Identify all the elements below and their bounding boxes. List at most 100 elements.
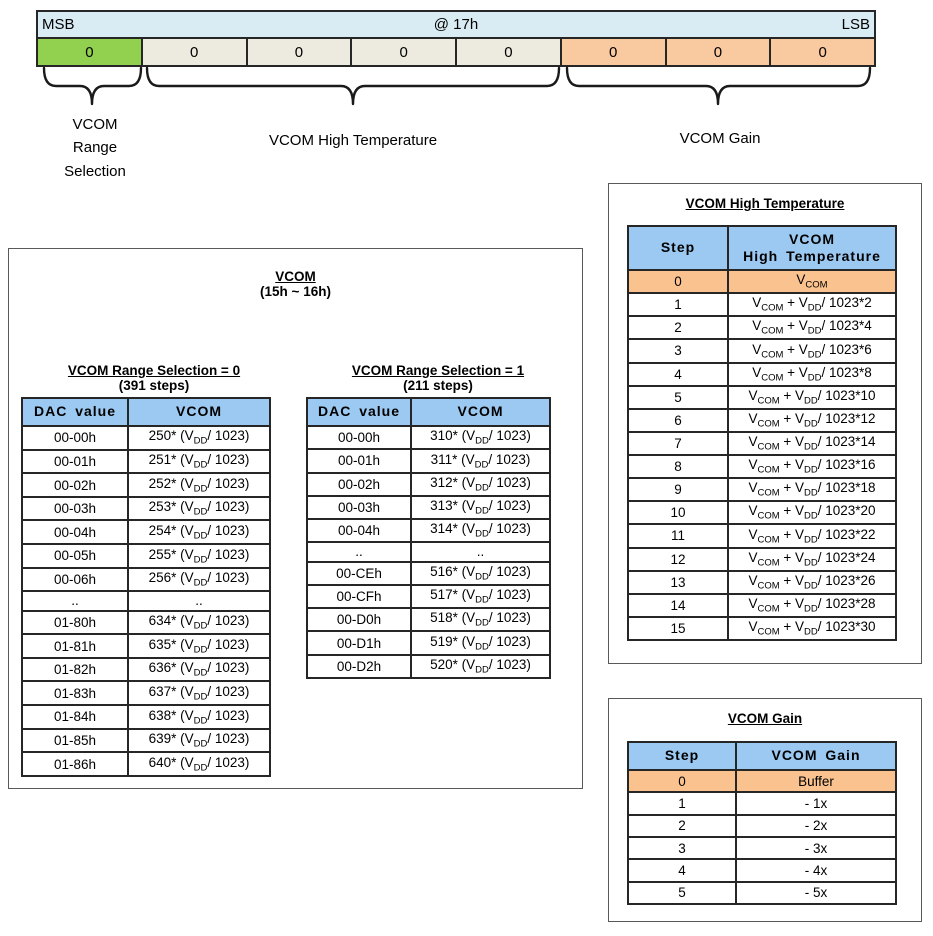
table-row: 01-84h 638* (VDD/ 1023): [21, 704, 271, 730]
header-row: DAC value VCOM: [21, 397, 271, 427]
table-row: 2 - 2x: [627, 813, 897, 838]
vcom-value-cell: 255* (VDD/ 1023): [127, 543, 271, 569]
dac-value-cell: 00-03h: [21, 495, 129, 522]
table-row: 6 VCOM + VDD/ 1023*12: [627, 407, 897, 433]
dac-value-cell: 00-01h: [21, 448, 129, 475]
vcom-panel: VCOM (15h ~ 16h) VCOM Range Selection = …: [8, 248, 583, 789]
formula-cell: VCOM + VDD/ 1023*6: [727, 338, 897, 364]
high-temperature-table: Step VCOM High Temperature 0 VCOM 1 VCOM…: [627, 225, 897, 642]
formula-cell: VCOM + VDD/ 1023*10: [727, 384, 897, 410]
table-row: 1 VCOM + VDD/ 1023*2: [627, 292, 897, 318]
gain-header: VCOM Gain: [735, 741, 897, 771]
vcom-value-cell: 250* (VDD/ 1023): [127, 425, 271, 451]
table-row: 01-83h 637* (VDD/ 1023): [21, 680, 271, 707]
table-row: 13 VCOM + VDD/ 1023*26: [627, 569, 897, 595]
range1-table: DAC value VCOM 00-00h 310* (VDD/ 1023) 0…: [306, 397, 551, 680]
vcom-value-cell: 639* (VDD/ 1023): [127, 727, 271, 754]
vcom-value-cell: 252* (VDD/ 1023): [127, 472, 271, 498]
step-cell: 6: [627, 407, 729, 433]
step-header: Step: [627, 741, 737, 771]
gain-value-cell: Buffer: [735, 768, 897, 794]
table-row: 3 VCOM + VDD/ 1023*6: [627, 338, 897, 364]
formula-cell: VCOM + VDD/ 1023*28: [727, 592, 897, 618]
table-row: 8 VCOM + VDD/ 1023*16: [627, 453, 897, 480]
vcom-value-cell: ..: [410, 541, 551, 563]
formula-cell: VCOM + VDD/ 1023*12: [727, 407, 897, 433]
step-cell: 2: [627, 315, 729, 341]
msb-label: MSB: [42, 16, 75, 33]
formula-cell: VCOM + VDD/ 1023*4: [727, 315, 897, 341]
vcom-value-cell: 518* (VDD/ 1023): [410, 607, 551, 633]
formula-cell: VCOM + VDD/ 1023*22: [727, 523, 897, 549]
table-row: 12 VCOM + VDD/ 1023*24: [627, 546, 897, 572]
table-row: 00-02h 312* (VDD/ 1023): [306, 471, 551, 497]
table-row: 11 VCOM + VDD/ 1023*22: [627, 523, 897, 549]
dac-value-cell: 01-85h: [21, 727, 129, 754]
dac-value-cell: 00-CEh: [306, 560, 412, 586]
header-row: Step VCOM High Temperature: [627, 225, 897, 271]
vcom-value-cell: 253* (VDD/ 1023): [127, 495, 271, 522]
formula-cell: VCOM + VDD/ 1023*18: [727, 477, 897, 503]
register-header: MSB @ 17h LSB: [38, 12, 874, 39]
vcom-value-cell: 254* (VDD/ 1023): [127, 519, 271, 546]
vcom-value-cell: 256* (VDD/ 1023): [127, 566, 271, 593]
table-row: 00-D2h 520* (VDD/ 1023): [306, 653, 551, 680]
table-row: 00-04h 254* (VDD/ 1023): [21, 519, 271, 546]
dac-value-cell: 01-86h: [21, 751, 129, 777]
gain-panel-title: VCOM Gain: [727, 711, 803, 726]
table-row: 00-01h 311* (VDD/ 1023): [306, 448, 551, 474]
gain-value-cell: - 3x: [735, 835, 897, 861]
formula-cell: VCOM + VDD/ 1023*16: [727, 453, 897, 480]
header-row: DAC value VCOM: [306, 397, 551, 427]
table-row: 00-04h 314* (VDD/ 1023): [306, 518, 551, 544]
step-cell: 1: [627, 791, 737, 816]
step-cell: 5: [627, 384, 729, 410]
header-row: Step VCOM Gain: [627, 741, 897, 771]
register-diagram: MSB @ 17h LSB 0 0 0 0 0 0 0 0: [36, 10, 876, 67]
bit-cell-4: 0: [352, 39, 457, 65]
lsb-label: LSB: [841, 16, 870, 33]
dac-value-cell: ..: [21, 590, 129, 612]
table-row: 14 VCOM + VDD/ 1023*28: [627, 592, 897, 618]
step-cell: 15: [627, 615, 729, 642]
formula-cell: VCOM + VDD/ 1023*8: [727, 361, 897, 387]
formula-cell: VCOM + VDD/ 1023*24: [727, 546, 897, 572]
table-row: 01-81h 635* (VDD/ 1023): [21, 633, 271, 659]
table-row: 00-CFh 517* (VDD/ 1023): [306, 583, 551, 610]
step-cell: 3: [627, 338, 729, 364]
brace-gain: [565, 66, 872, 106]
gain-table: Step VCOM Gain 0 Buffer 1 - 1x 2 - 2x 3 …: [627, 741, 897, 906]
table-row: 15 VCOM + VDD/ 1023*30: [627, 615, 897, 642]
step-cell: 0: [627, 268, 729, 295]
vcom-value-cell: 516* (VDD/ 1023): [410, 560, 551, 586]
vcom-value-cell: 312* (VDD/ 1023): [410, 471, 551, 497]
step-cell: 1: [627, 292, 729, 318]
brace-high-temperature: [145, 66, 561, 106]
vcom-value-cell: 310* (VDD/ 1023): [410, 424, 551, 451]
dac-value-cell: 01-80h: [21, 609, 129, 636]
dac-value-cell: 00-02h: [306, 471, 412, 497]
table-row: 00-D0h 518* (VDD/ 1023): [306, 607, 551, 633]
table-row: 00-01h 251* (VDD/ 1023): [21, 448, 271, 475]
table-row: 00-03h 253* (VDD/ 1023): [21, 495, 271, 522]
table-row: 0 Buffer: [627, 768, 897, 794]
step-cell: 4: [627, 361, 729, 387]
formula-cell: VCOM + VDD/ 1023*20: [727, 500, 897, 526]
range1-steps-note: (211 steps): [403, 378, 473, 393]
dac-value-cell: 01-83h: [21, 680, 129, 707]
range0-heading-block: VCOM Range Selection = 0 (391 steps): [21, 343, 287, 393]
dac-value-cell: ..: [306, 541, 412, 563]
table-row: 00-06h 256* (VDD/ 1023): [21, 566, 271, 593]
gain-value-cell: - 2x: [735, 813, 897, 838]
table-row: .. ..: [21, 590, 271, 612]
range0-heading: VCOM Range Selection = 0: [67, 363, 241, 378]
field-label-range-selection: VCOM Range Selection: [64, 116, 126, 180]
dac-value-cell: 00-04h: [21, 519, 129, 546]
formula-cell: VCOM + VDD/ 1023*14: [727, 430, 897, 457]
high-temperature-header: VCOM High Temperature: [727, 225, 897, 271]
step-cell: 14: [627, 592, 729, 618]
table-row: 00-CEh 516* (VDD/ 1023): [306, 560, 551, 586]
table-row: 01-85h 639* (VDD/ 1023): [21, 727, 271, 754]
range0-table: DAC value VCOM 00-00h 250* (VDD/ 1023) 0…: [21, 397, 271, 777]
table-row: 4 - 4x: [627, 858, 897, 883]
